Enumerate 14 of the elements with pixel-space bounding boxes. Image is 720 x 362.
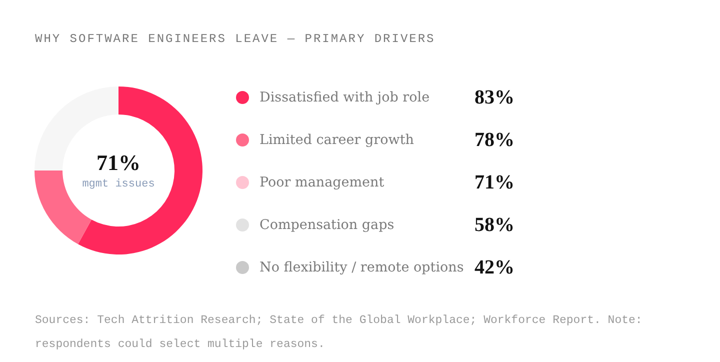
category-label: No flexibility / remote options <box>260 260 464 276</box>
data-label: 58% <box>474 214 514 236</box>
category-label: Poor management <box>260 174 385 190</box>
data-label: 83% <box>474 86 514 108</box>
source-note: Sources: Tech Attrition Research; State of the Global Workplace; Workforce Report. Note: respondents could select multiple reasons. <box>35 313 644 353</box>
text: mgmt issues <box>82 178 155 190</box>
category-label: Compensation gaps <box>260 217 394 233</box>
data-label: 78% <box>474 129 514 151</box>
text: 71% <box>96 150 140 175</box>
data-label: 71% <box>474 172 514 194</box>
category-label: Limited career growth <box>260 132 414 148</box>
category-label: Dissatisfied with job role <box>260 90 430 106</box>
data-label: 42% <box>474 256 514 278</box>
text: WHY SOFTWARE ENGINEERS LEAVE — PRIMARY DRIVERS <box>35 31 436 48</box>
